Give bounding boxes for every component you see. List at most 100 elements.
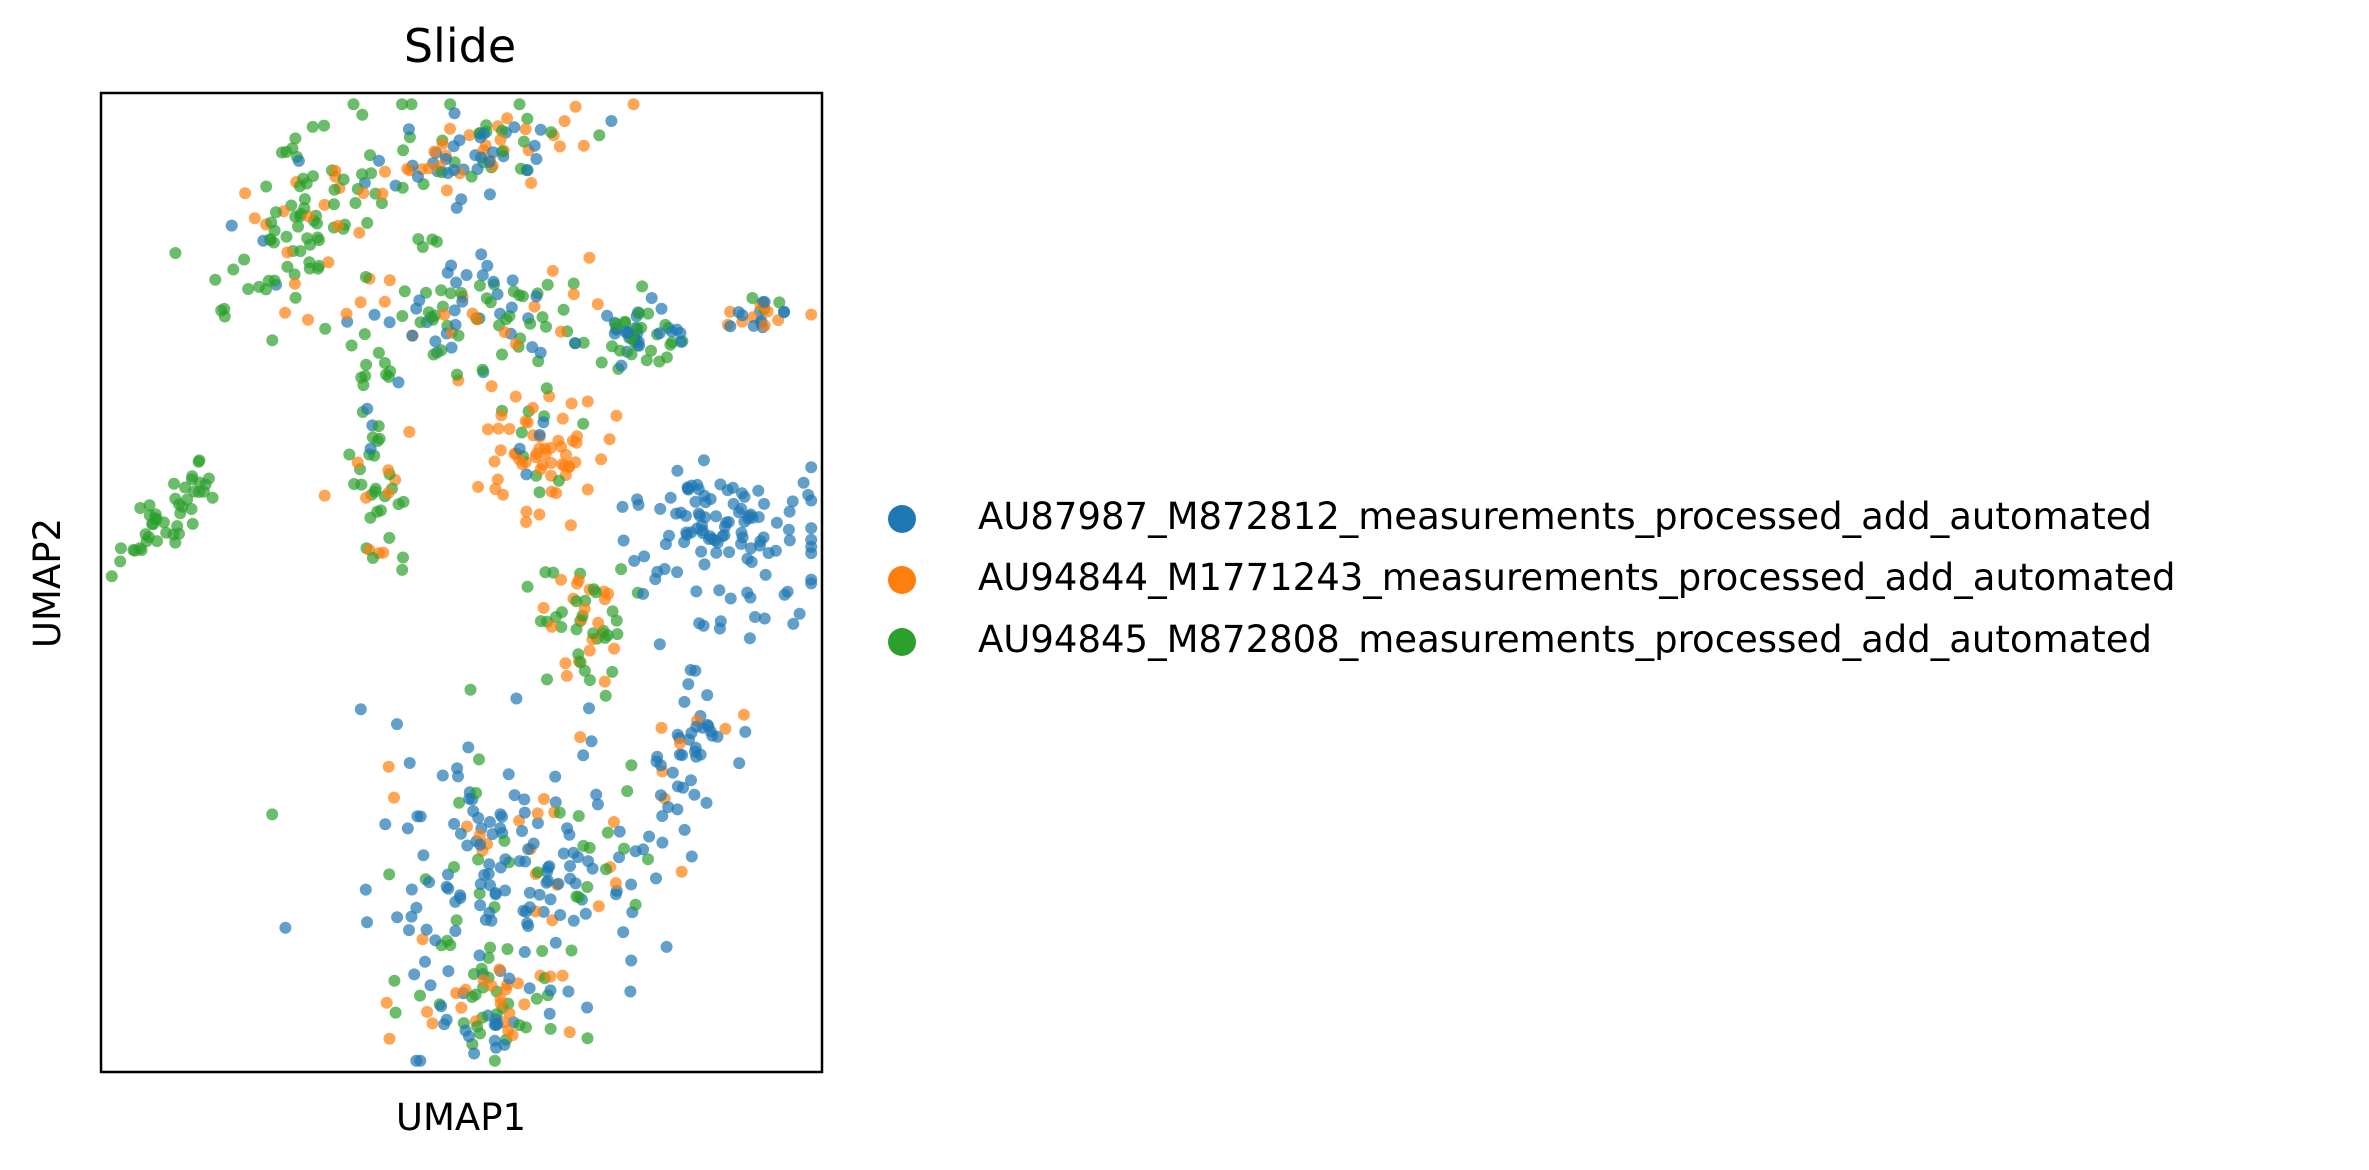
scatter-point-series-3 <box>595 356 608 369</box>
scatter-point-series-1 <box>519 855 532 868</box>
scatter-point-series-2 <box>556 458 569 471</box>
scatter-point-series-1 <box>408 968 421 981</box>
scatter-point-series-3 <box>227 263 240 276</box>
scatter-point-series-3 <box>298 193 311 206</box>
scatter-point-series-3 <box>631 322 644 335</box>
scatter-point-series-1 <box>503 972 516 985</box>
scatter-point-series-2 <box>485 979 498 992</box>
scatter-point-series-1 <box>531 817 544 830</box>
scatter-point-series-1 <box>629 845 642 858</box>
scatter-point-series-1 <box>695 545 708 558</box>
scatter-point-series-1 <box>662 801 675 814</box>
scatter-point-series-2 <box>526 401 539 414</box>
scatter-point-series-1 <box>391 718 403 731</box>
scatter-point-series-1 <box>456 295 469 308</box>
scatter-point-series-3 <box>572 648 585 661</box>
scatter-point-series-3 <box>359 271 372 283</box>
scatter-point-series-2 <box>463 129 476 142</box>
scatter-point-series-3 <box>349 197 362 209</box>
scatter-point-series-2 <box>498 326 511 339</box>
scatter-point-series-1 <box>410 302 423 315</box>
plot-frame <box>99 91 824 1074</box>
scatter-point-series-2 <box>598 675 611 688</box>
scatter-point-series-3 <box>319 322 332 335</box>
scatter-point-series-2 <box>560 448 572 461</box>
scatter-point-series-1 <box>474 878 487 890</box>
scatter-point-series-2 <box>416 933 429 946</box>
scatter-point-series-1 <box>483 816 496 828</box>
scatter-point-series-3 <box>289 291 302 304</box>
scatter-point-series-1 <box>410 1054 423 1067</box>
scatter-point-series-2 <box>572 574 585 587</box>
scatter-point-series-3 <box>555 621 568 633</box>
scatter-point-series-3 <box>659 318 672 331</box>
scatter-point-series-1 <box>448 817 461 830</box>
scatter-point-series-2 <box>559 657 572 670</box>
scatter-point-series-1 <box>508 121 521 134</box>
scatter-point-series-3 <box>539 566 552 579</box>
scatter-point-series-1 <box>292 154 305 167</box>
scatter-point-series-1 <box>671 803 684 816</box>
y-axis-label: UMAP2 <box>26 518 69 648</box>
scatter-point-series-3 <box>581 1032 594 1045</box>
scatter-point-series-2 <box>376 187 389 200</box>
legend-marker-series-3 <box>888 628 916 656</box>
scatter-point-series-1 <box>653 638 666 651</box>
scatter-point-series-1 <box>460 269 473 281</box>
scatter-point-series-2 <box>382 760 395 773</box>
scatter-point-series-3 <box>311 217 323 230</box>
scatter-point-series-3 <box>206 491 219 504</box>
scatter-point-series-3 <box>550 611 562 623</box>
scatter-point-series-2 <box>426 1017 439 1030</box>
scatter-point-series-1 <box>571 851 584 864</box>
scatter-point-series-3 <box>500 313 513 326</box>
scatter-point-series-1 <box>625 954 638 967</box>
scatter-point-series-3 <box>583 841 596 854</box>
scatter-point-series-3 <box>375 197 388 210</box>
scatter-point-series-1 <box>621 327 634 340</box>
scatter-point-series-1 <box>474 838 487 851</box>
scatter-point-series-1 <box>496 810 508 823</box>
scatter-point-series-2 <box>571 430 583 443</box>
scatter-point-series-3 <box>473 753 485 766</box>
scatter-point-series-2 <box>440 184 453 197</box>
scatter-point-series-1 <box>530 290 543 303</box>
scatter-point-series-3 <box>587 627 600 640</box>
scatter-point-series-1 <box>354 703 367 716</box>
scatter-point-series-1 <box>656 810 669 822</box>
scatter-point-series-2 <box>318 198 331 211</box>
scatter-point-series-1 <box>549 770 562 783</box>
scatter-point-series-1 <box>454 892 467 904</box>
scatter-point-series-3 <box>414 989 426 1002</box>
scatter-point-series-1 <box>759 568 772 581</box>
legend-label-series-3: AU94845_M872808_measurements_processed_a… <box>978 618 2152 661</box>
scatter-point-series-3 <box>513 98 526 111</box>
scatter-point-series-3 <box>435 284 448 297</box>
scatter-point-series-3 <box>396 98 408 111</box>
scatter-point-series-3 <box>298 202 311 214</box>
scatter-point-series-1 <box>678 695 691 708</box>
scatter-point-series-1 <box>502 768 515 781</box>
scatter-point-series-1 <box>615 359 628 372</box>
scatter-point-series-3 <box>581 881 594 893</box>
scatter-point-series-2 <box>329 164 342 177</box>
scatter-point-series-2 <box>537 793 550 805</box>
scatter-point-series-2 <box>555 573 567 586</box>
scatter-point-series-2 <box>428 145 441 158</box>
scatter-point-series-3 <box>615 563 628 576</box>
scatter-point-series-3 <box>361 216 374 229</box>
scatter-point-series-1 <box>579 907 592 920</box>
scatter-point-series-3 <box>294 245 307 258</box>
scatter-point-series-2 <box>492 422 505 435</box>
scatter-point-series-2 <box>481 423 494 436</box>
scatter-point-series-1 <box>689 664 702 677</box>
scatter-point-series-2 <box>610 409 623 422</box>
scatter-point-series-2 <box>525 177 538 189</box>
scatter-point-series-3 <box>530 992 543 1005</box>
scatter-point-series-2 <box>340 307 353 320</box>
scatter-point-series-1 <box>710 510 722 523</box>
scatter-point-series-1 <box>530 153 543 165</box>
scatter-point-series-1 <box>710 546 723 559</box>
scatter-point-series-3 <box>266 808 279 821</box>
scatter-point-series-1 <box>797 476 810 489</box>
